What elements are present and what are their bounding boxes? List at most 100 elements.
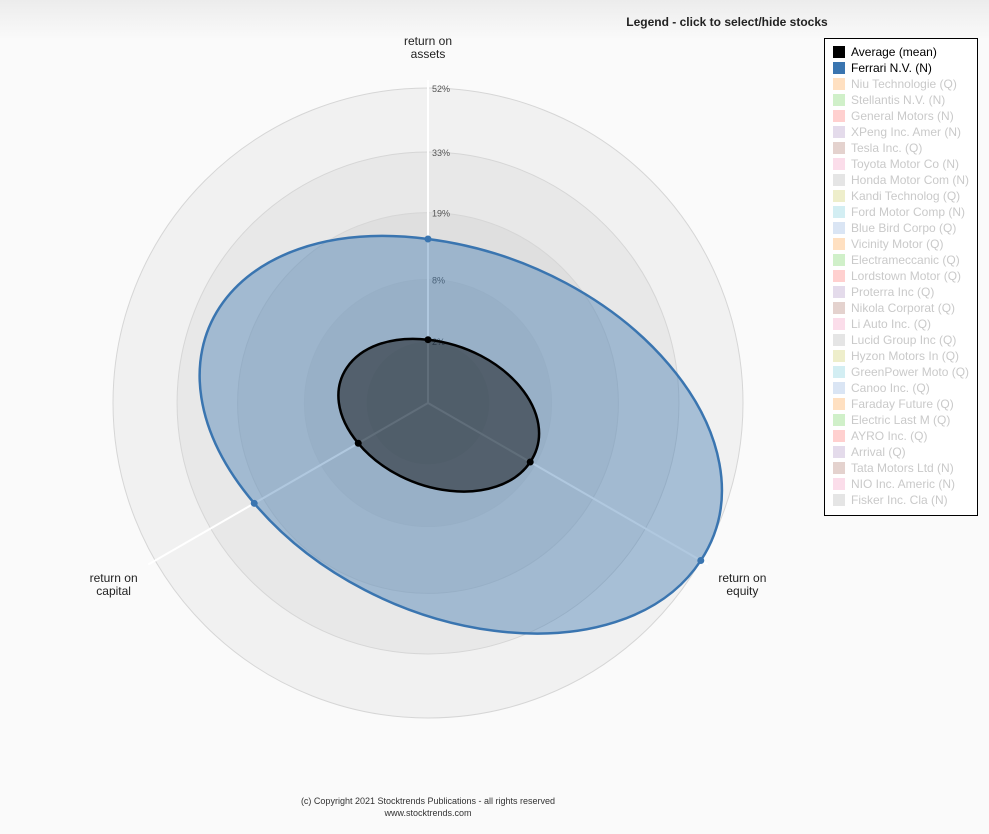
legend-swatch <box>833 190 845 202</box>
legend-item[interactable]: Honda Motor Com (N) <box>833 173 969 187</box>
legend-swatch <box>833 382 845 394</box>
legend-swatch <box>833 62 845 74</box>
legend-label: Canoo Inc. (Q) <box>851 381 930 395</box>
legend-item[interactable]: Arrival (Q) <box>833 445 906 459</box>
legend-item[interactable]: Average (mean) <box>833 45 937 59</box>
legend-swatch <box>833 142 845 154</box>
legend-swatch <box>833 158 845 170</box>
legend-swatch <box>833 478 845 490</box>
legend-item[interactable]: Ferrari N.V. (N) <box>833 61 932 75</box>
legend-swatch <box>833 78 845 90</box>
legend-swatch <box>833 414 845 426</box>
legend-item[interactable]: Tesla Inc. (Q) <box>833 141 922 155</box>
footer-site: www.stocktrends.com <box>384 808 472 818</box>
legend-item[interactable]: Li Auto Inc. (Q) <box>833 317 931 331</box>
legend-item[interactable]: Electric Last M (Q) <box>833 413 950 427</box>
legend-label: Electrameccanic (Q) <box>851 253 960 267</box>
legend-label: NIO Inc. Americ (N) <box>851 477 955 491</box>
radar-area <box>337 337 541 493</box>
legend-label: Faraday Future (Q) <box>851 397 954 411</box>
legend-item[interactable]: AYRO Inc. (Q) <box>833 429 927 443</box>
legend-item[interactable]: XPeng Inc. Amer (N) <box>833 125 961 139</box>
legend-swatch <box>833 446 845 458</box>
legend-label: Electric Last M (Q) <box>851 413 950 427</box>
legend-swatch <box>833 270 845 282</box>
legend-item[interactable]: NIO Inc. Americ (N) <box>833 477 955 491</box>
legend-swatch <box>833 46 845 58</box>
legend-label: Kandi Technolog (Q) <box>851 189 960 203</box>
radar-point <box>526 458 534 466</box>
legend-label: Average (mean) <box>851 45 937 59</box>
legend-swatch <box>833 462 845 474</box>
legend-item[interactable]: Blue Bird Corpo (Q) <box>833 221 956 235</box>
axis-label: return on equity <box>718 570 767 598</box>
legend-label: Li Auto Inc. (Q) <box>851 317 931 331</box>
legend-label: Ford Motor Comp (N) <box>851 205 965 219</box>
legend-swatch <box>833 302 845 314</box>
legend-item[interactable]: Lordstown Motor (Q) <box>833 269 961 283</box>
legend-label: Tesla Inc. (Q) <box>851 141 922 155</box>
legend-label: Lucid Group Inc (Q) <box>851 333 956 347</box>
radar-point <box>250 499 258 507</box>
legend-label: Fisker Inc. Cla (N) <box>851 493 948 507</box>
legend-swatch <box>833 398 845 410</box>
r-tick-label: 19% <box>432 209 450 219</box>
legend-swatch <box>833 350 845 362</box>
legend-item[interactable]: Niu Technologie (Q) <box>833 77 957 91</box>
legend-item[interactable]: Lucid Group Inc (Q) <box>833 333 956 347</box>
legend-item[interactable]: Kandi Technolog (Q) <box>833 189 960 203</box>
radar-area <box>198 234 723 635</box>
legend-swatch <box>833 94 845 106</box>
legend-label: Proterra Inc (Q) <box>851 285 934 299</box>
legend-item[interactable]: Canoo Inc. (Q) <box>833 381 930 395</box>
legend-swatch <box>833 286 845 298</box>
radar-point <box>424 235 432 243</box>
legend-title: Legend - click to select/hide stocks <box>626 15 828 29</box>
legend-label: XPeng Inc. Amer (N) <box>851 125 961 139</box>
legend-label: AYRO Inc. (Q) <box>851 429 927 443</box>
legend-swatch <box>833 110 845 122</box>
axis-line <box>427 402 709 566</box>
legend-item[interactable]: GreenPower Moto (Q) <box>833 365 969 379</box>
legend-label: Nikola Corporat (Q) <box>851 301 955 315</box>
legend-label: Vicinity Motor (Q) <box>851 237 943 251</box>
legend-item[interactable]: Nikola Corporat (Q) <box>833 301 955 315</box>
legend-item[interactable]: Electrameccanic (Q) <box>833 253 960 267</box>
legend-item[interactable]: Tata Motors Ltd (N) <box>833 461 954 475</box>
legend-item[interactable]: Proterra Inc (Q) <box>833 285 934 299</box>
r-tick-label: 8% <box>432 275 445 285</box>
legend-swatch <box>833 222 845 234</box>
legend-swatch <box>833 494 845 506</box>
legend-label: Blue Bird Corpo (Q) <box>851 221 956 235</box>
legend-label: Niu Technologie (Q) <box>851 77 957 91</box>
legend-item[interactable]: Toyota Motor Co (N) <box>833 157 959 171</box>
axis-line <box>147 402 429 566</box>
legend-swatch <box>833 430 845 442</box>
legend-swatch <box>833 254 845 266</box>
radar-point <box>354 439 362 447</box>
legend-label: Ferrari N.V. (N) <box>851 61 932 75</box>
axis-label: return on capital <box>89 570 138 598</box>
legend-label: GreenPower Moto (Q) <box>851 365 969 379</box>
footer-copyright: (c) Copyright 2021 Stocktrends Publicati… <box>300 796 556 806</box>
legend-label: Hyzon Motors In (Q) <box>851 349 959 363</box>
legend-item[interactable]: Stellantis N.V. (N) <box>833 93 945 107</box>
legend-item[interactable]: Faraday Future (Q) <box>833 397 954 411</box>
axis-label: return on assets <box>403 34 453 61</box>
legend-label: General Motors (N) <box>851 109 954 123</box>
legend-label: Stellantis N.V. (N) <box>851 93 945 107</box>
legend-label: Honda Motor Com (N) <box>851 173 969 187</box>
legend-item[interactable]: Fisker Inc. Cla (N) <box>833 493 948 507</box>
r-tick-label: 33% <box>432 148 450 158</box>
legend-swatch <box>833 238 845 250</box>
legend-label: Arrival (Q) <box>851 445 906 459</box>
legend-swatch <box>833 318 845 330</box>
legend-box <box>824 38 978 516</box>
legend-item[interactable]: Ford Motor Comp (N) <box>833 205 965 219</box>
radar-point <box>424 336 432 344</box>
legend-item[interactable]: Vicinity Motor (Q) <box>833 237 943 251</box>
legend-item[interactable]: General Motors (N) <box>833 109 954 123</box>
legend-swatch <box>833 174 845 186</box>
legend-item[interactable]: Hyzon Motors In (Q) <box>833 349 959 363</box>
